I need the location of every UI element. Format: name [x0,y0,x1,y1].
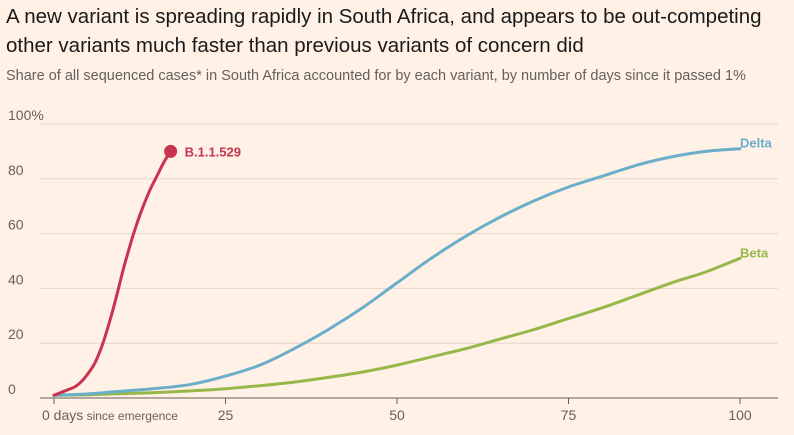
series-end-marker-b-1-1-529 [164,144,178,158]
y-tick-label: 100% [8,107,44,123]
x-tick-label: 0 days since emergence [42,407,178,423]
x-tick-value: 50 [389,407,405,423]
gridlines [40,123,778,399]
x-tick-label: 100 [728,407,752,423]
x-axis: 0 days since emergence 25 50 75 100 [42,398,752,423]
y-tick-label: 40 [8,271,24,287]
x-tick-suffix: since emergence [83,409,178,423]
y-tick-label: 0 [8,381,16,397]
series-line-b-1-1-529 [52,149,173,397]
series-line-beta [52,256,742,397]
x-tick-value: 25 [218,407,234,423]
series-line-delta [52,147,742,397]
x-tick-value: 0 days [42,407,83,423]
x-tick-value: 75 [561,407,577,423]
series-label-b-1-1-529: B.1.1.529 [185,144,241,159]
y-tick-label: 60 [8,217,24,233]
chart-subtitle: Share of all sequenced cases* in South A… [6,68,746,84]
x-tick-label: 50 [389,407,405,423]
x-tick-value: 100 [728,407,752,423]
series-labels: Beta Delta B.1.1.529 [185,136,773,261]
y-tick-label: 80 [8,162,24,178]
y-axis: 0 20 40 60 80 100% [8,107,44,397]
y-tick-label: 20 [8,326,24,342]
series-label-beta: Beta [740,245,769,260]
series-lines [52,144,742,397]
x-tick-label: 75 [561,407,577,423]
chart-title: A new variant is spreading rapidly in So… [6,5,762,57]
series-label-delta: Delta [740,136,773,151]
x-tick-label: 25 [218,407,234,423]
